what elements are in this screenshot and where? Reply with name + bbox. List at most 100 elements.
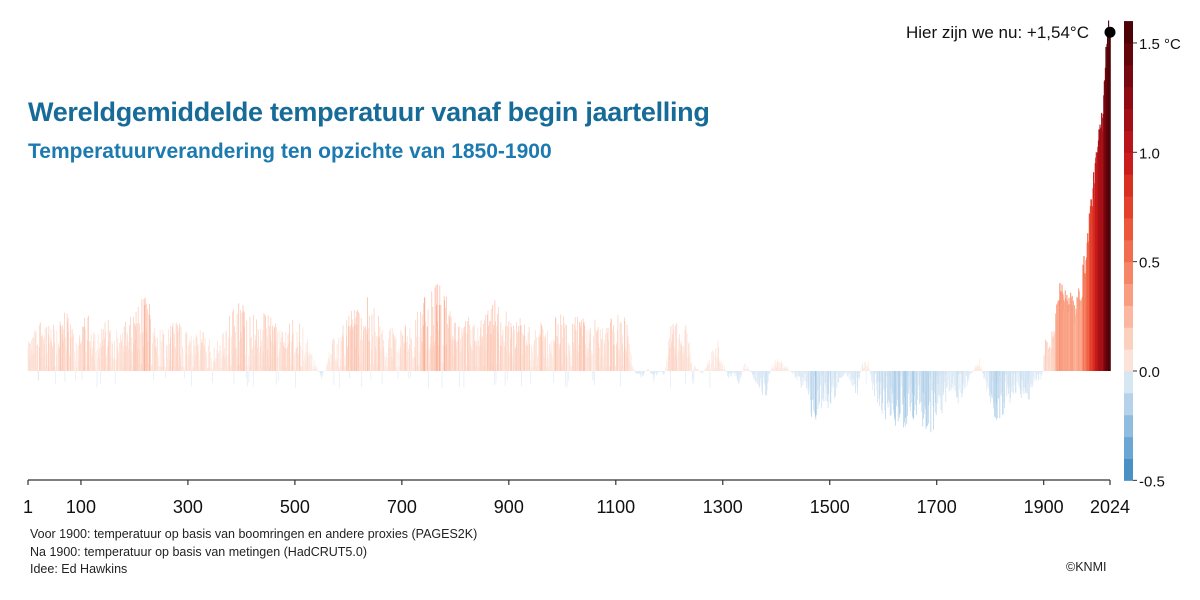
year-bar [817,371,819,410]
year-bar [925,371,926,409]
year-bar [314,370,316,371]
year-bar [798,371,800,376]
year-bar [1012,371,1014,394]
year-bar [52,347,53,371]
year-bar [507,326,509,371]
year-bar [1016,371,1018,382]
year-bar [275,371,277,385]
year-bar [763,371,765,383]
year-bar [351,319,353,371]
year-bar [595,352,596,371]
year-bar [633,370,634,371]
year-bar [625,350,627,371]
x-tick-label: 2024 [1090,497,1130,517]
year-bar [873,371,874,385]
year-bar [590,350,592,371]
year-bar [940,371,941,376]
year-bar [118,352,120,371]
year-bar [443,363,444,371]
year-bar [809,371,811,385]
year-bar [183,367,184,371]
year-bar [75,343,77,371]
year-bar [257,347,258,371]
year-bar [451,340,453,371]
year-bar [392,332,394,371]
year-bar [124,366,126,371]
year-bar [76,350,78,371]
year-bar [730,371,732,374]
year-bar [579,322,580,371]
year-bar [1036,371,1038,375]
year-bar [979,358,980,371]
year-bar [871,371,872,382]
year-bar [584,326,586,371]
year-bar [811,371,812,417]
year-bar [360,317,362,371]
year-bar [65,355,67,371]
year-bar [680,344,681,371]
year-bar [785,369,787,371]
year-bar [227,353,229,371]
year-bar [714,368,716,371]
year-bar [1041,371,1043,375]
year-bar [339,366,341,371]
year-bar [653,371,655,379]
year-bar [152,332,154,371]
year-bar [464,332,466,371]
year-bar [352,326,354,371]
year-bar [196,337,198,371]
year-bar [931,371,932,391]
year-bar [860,371,862,373]
year-bar [225,330,227,371]
year-bar [534,340,535,371]
year-bar [626,324,628,371]
year-bar [437,330,439,371]
year-bar [107,319,109,371]
year-bar [343,355,345,371]
year-bar [113,356,115,371]
year-bar [69,357,71,371]
year-bar [763,371,764,378]
year-bar [187,367,188,371]
year-bar [653,371,655,382]
year-bar [213,347,215,371]
year-bar [312,369,314,371]
year-bar [362,354,364,371]
year-bar [322,371,324,377]
year-bar [984,371,986,379]
year-bar [310,354,311,371]
year-bar [922,371,924,427]
year-bar [995,371,997,405]
year-bar [876,371,878,392]
year-bar [609,366,611,371]
year-bar [932,371,934,406]
colorbar-segment [1124,327,1133,350]
year-bar [610,322,611,371]
year-bar [1003,371,1005,403]
year-bar [632,368,633,371]
year-bar [381,371,383,385]
year-bar [797,371,798,373]
year-bar [102,330,104,371]
year-bar [299,323,301,371]
year-bar [919,371,921,403]
year-bar [184,371,186,379]
year-bar [219,344,221,371]
year-bar [839,371,840,378]
year-bar [83,326,84,371]
year-bar [912,371,914,420]
year-bar [657,371,658,373]
year-bar [735,371,737,375]
year-bar [581,366,583,371]
year-bar [734,371,736,377]
year-bar [865,371,867,385]
year-bar [436,321,438,371]
year-bar [491,364,493,371]
year-bar [73,367,75,371]
year-bar [757,371,759,381]
year-bar [870,371,871,374]
year-bar [566,324,567,371]
year-bar [684,371,686,385]
year-bar [495,371,497,383]
year-bar [197,345,198,371]
